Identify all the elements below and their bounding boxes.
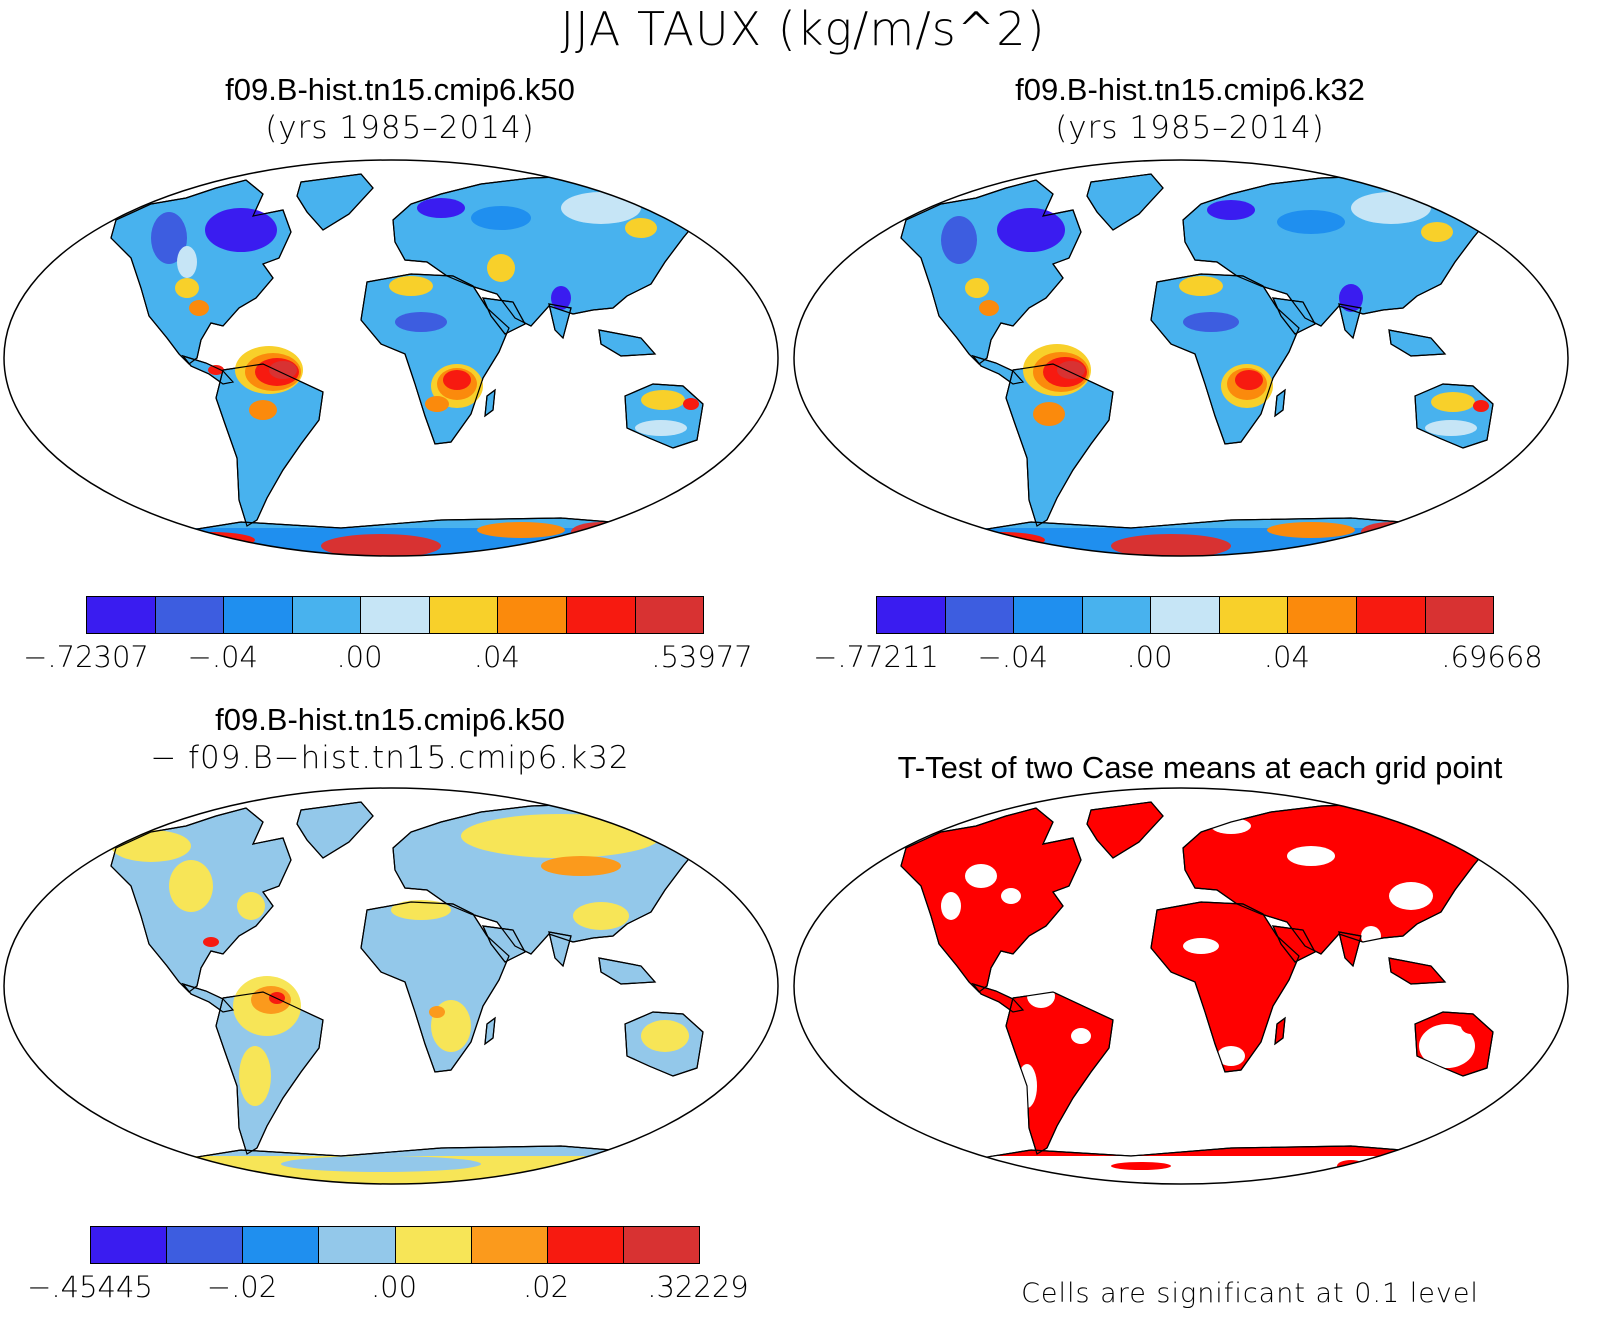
panel-3-colorbar <box>90 1226 700 1264</box>
colorbar-swatch <box>91 1227 168 1263</box>
panel-1-map <box>3 159 779 557</box>
colorbar-swatch <box>471 1227 548 1263</box>
colorbar-swatch <box>395 1227 472 1263</box>
panel-1-colorbar-labels: −.72307 −.04 .00 .04 .53977 <box>23 640 753 676</box>
colorbar-label: .00 <box>370 1270 418 1304</box>
map-border <box>3 787 779 1185</box>
map-border <box>793 787 1569 1185</box>
colorbar-swatch <box>292 597 362 633</box>
colorbar-label: .00 <box>336 640 383 674</box>
colorbar-swatch <box>167 1227 244 1263</box>
colorbar-swatch <box>498 597 567 633</box>
panel-4-map <box>793 787 1569 1185</box>
colorbar-swatch <box>877 597 946 633</box>
colorbar-swatch <box>566 597 636 633</box>
colorbar-label-max: .69668 <box>1441 640 1543 674</box>
colorbar-label-min: −.45445 <box>27 1270 153 1304</box>
panel-2-map <box>793 159 1569 557</box>
map-border <box>793 159 1569 557</box>
panel-3-map <box>3 787 779 1185</box>
significance-note: Cells are significant at 0.1 level <box>1021 1278 1479 1309</box>
colorbar-label: .04 <box>1263 640 1310 674</box>
colorbar-swatch <box>1082 597 1152 633</box>
colorbar-swatch <box>547 1227 624 1263</box>
colorbar-label-max: .53977 <box>651 640 753 674</box>
panel-2-colorbar <box>876 596 1494 634</box>
colorbar-label-min: −.77211 <box>813 640 939 674</box>
panel-1-case-name: f09.B-hist.tn15.cmip6.k50 <box>225 72 575 107</box>
colorbar-label: −.04 <box>977 640 1048 674</box>
colorbar-swatch <box>1219 597 1289 633</box>
colorbar-label: .02 <box>522 1270 570 1304</box>
colorbar-swatch <box>1356 597 1426 633</box>
panel-3-colorbar-labels: −.45445 −.02 .00 .02 .32229 <box>27 1270 749 1306</box>
panel-1-colorbar <box>86 596 704 634</box>
colorbar-swatch <box>1014 597 1083 633</box>
colorbar-swatch <box>87 597 156 633</box>
colorbar-swatch <box>635 597 704 633</box>
colorbar-label: −.02 <box>206 1270 278 1304</box>
colorbar-swatch <box>224 597 293 633</box>
colorbar-label: .04 <box>473 640 520 674</box>
panel-3-case-name: f09.B-hist.tn15.cmip6.k50 <box>215 702 565 737</box>
panel-2-colorbar-labels: −.77211 −.04 .00 .04 .69668 <box>813 640 1543 676</box>
colorbar-swatch <box>1288 597 1357 633</box>
colorbar-swatch <box>243 1227 320 1263</box>
colorbar-swatch <box>1425 597 1494 633</box>
panel-2-title: f09.B-hist.tn15.cmip6.k32 (yrs 1985–2014… <box>790 72 1590 148</box>
colorbar-swatch <box>1151 597 1220 633</box>
colorbar-swatch <box>945 597 1015 633</box>
colorbar-swatch <box>623 1227 699 1263</box>
panel-4-title: T-Test of two Case means at each grid po… <box>897 750 1503 785</box>
colorbar-label-min: −.72307 <box>23 640 149 674</box>
panel-1-title: f09.B-hist.tn15.cmip6.k50 (yrs 1985–2014… <box>0 72 800 148</box>
anomaly-blob <box>205 208 277 252</box>
panel-3-minus-case: − f09.B−hist.tn15.cmip6.k32 <box>150 740 630 776</box>
colorbar-swatch <box>361 597 430 633</box>
colorbar-swatch <box>429 597 499 633</box>
figure-title: JJA TAUX (kg/m/s^2) <box>560 2 1046 56</box>
panel-3-title: f09.B-hist.tn15.cmip6.k50 − f09.B−hist.t… <box>0 702 780 778</box>
panel-2-years: (yrs 1985–2014) <box>1055 110 1325 146</box>
colorbar-swatch <box>319 1227 396 1263</box>
colorbar-swatch <box>155 597 225 633</box>
panel-2-case-name: f09.B-hist.tn15.cmip6.k32 <box>1015 72 1365 107</box>
colorbar-label-max: .32229 <box>647 1270 749 1304</box>
colorbar-label: −.04 <box>187 640 258 674</box>
colorbar-label: .00 <box>1126 640 1173 674</box>
map-border <box>3 159 779 557</box>
panel-1-years: (yrs 1985–2014) <box>265 110 535 146</box>
